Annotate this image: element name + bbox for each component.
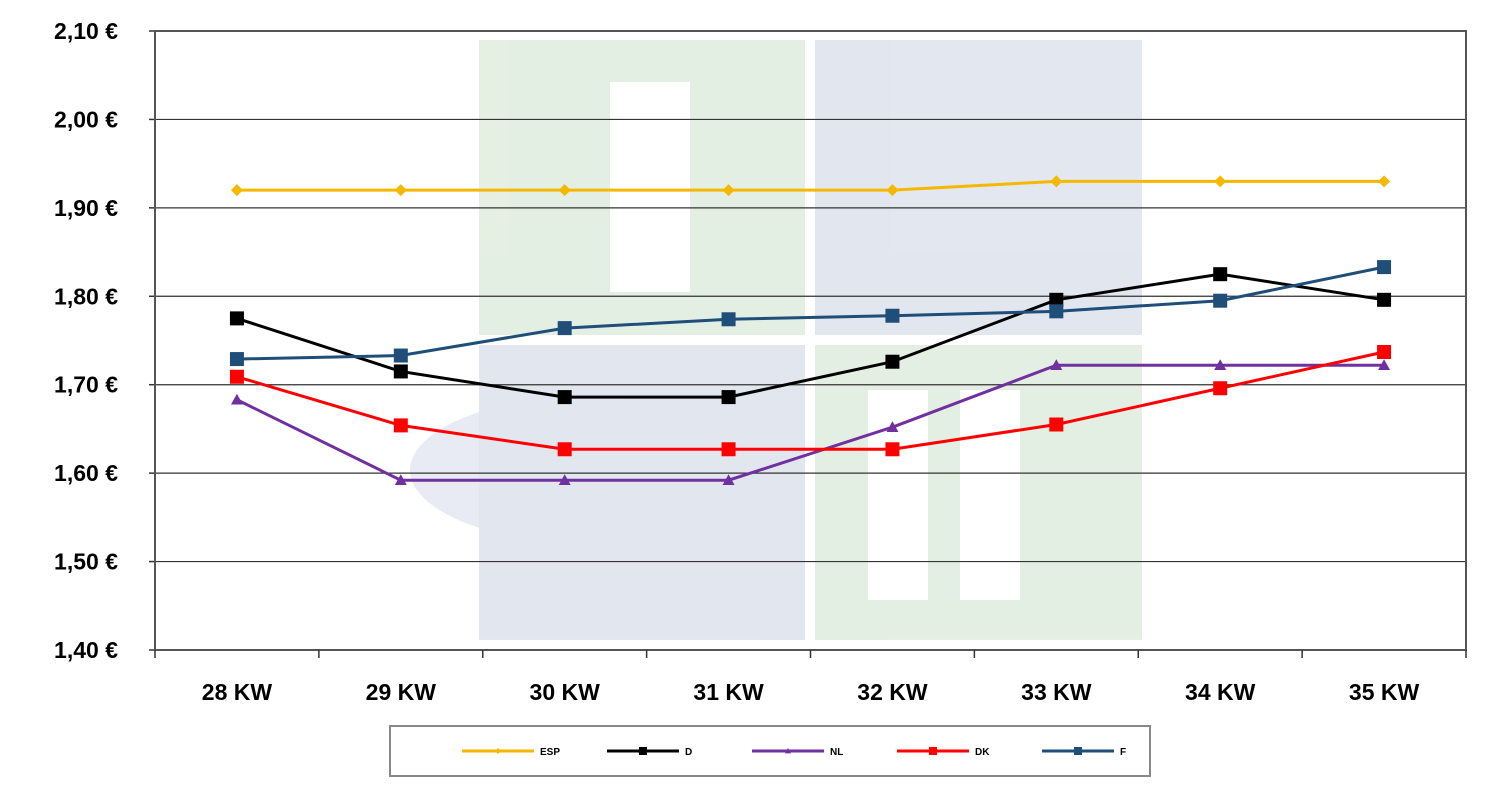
data-point	[1378, 359, 1391, 371]
x-tick-label: 30 KW	[530, 679, 601, 705]
data-point	[393, 418, 408, 433]
legend-label: F	[1120, 747, 1126, 758]
data-point	[1214, 359, 1227, 371]
data-point	[394, 474, 407, 486]
data-point	[557, 390, 572, 405]
y-tick-label: 2,00 €	[54, 106, 118, 132]
data-point	[230, 393, 243, 405]
y-tick-label: 1,50 €	[54, 549, 118, 575]
y-tick-label: 1,70 €	[54, 372, 118, 398]
data-point	[885, 442, 900, 457]
series-esp	[230, 175, 1391, 197]
data-point	[1213, 267, 1228, 282]
data-point	[1049, 417, 1064, 432]
data-point	[886, 184, 899, 197]
data-point	[558, 474, 571, 486]
y-tick-label: 1,80 €	[54, 283, 118, 309]
y-tick-label: 1,90 €	[54, 195, 118, 221]
data-point	[1050, 175, 1063, 188]
data-point	[1377, 260, 1392, 275]
x-tick-label: 32 KW	[857, 679, 928, 705]
legend: ESP D NL DK F	[389, 725, 1151, 777]
series-line	[236, 350, 1385, 451]
data-point	[785, 748, 791, 754]
y-tick-label: 2,10 €	[54, 18, 118, 44]
plot-border	[154, 30, 1467, 651]
data-point	[1213, 381, 1228, 396]
data-point	[1049, 304, 1064, 319]
x-tick-label: 35 KW	[1349, 679, 1420, 705]
data-point	[1050, 359, 1063, 371]
data-point	[721, 312, 736, 327]
legend-label: ESP	[540, 747, 560, 758]
data-point	[929, 747, 937, 755]
data-point	[1378, 175, 1391, 188]
data-point	[229, 369, 244, 384]
legend-label: D	[685, 747, 692, 758]
series-line	[236, 272, 1385, 399]
series-f	[229, 260, 1392, 367]
data-point	[1377, 292, 1392, 307]
data-point	[1377, 344, 1392, 359]
data-point	[393, 364, 408, 379]
data-point	[1214, 175, 1227, 188]
x-tick-label: 34 KW	[1185, 679, 1256, 705]
data-point	[722, 474, 735, 486]
series-line	[236, 265, 1385, 361]
series-line	[236, 179, 1385, 192]
series-d	[229, 267, 1392, 405]
data-point	[557, 442, 572, 457]
x-tick-label: 33 KW	[1021, 679, 1092, 705]
data-point	[230, 184, 243, 197]
data-point	[1074, 747, 1082, 755]
y-tick-label: 1,40 €	[54, 637, 118, 663]
series-dk	[229, 344, 1392, 457]
data-point	[495, 748, 501, 754]
data-point	[722, 184, 735, 197]
data-point	[229, 311, 244, 326]
data-point	[1049, 292, 1064, 307]
x-tick-label: 29 KW	[366, 679, 437, 705]
legend-label: NL	[830, 747, 843, 758]
data-point	[557, 321, 572, 336]
data-point	[885, 308, 900, 323]
y-tick-label: 1,60 €	[54, 460, 118, 486]
x-tick-label: 28 KW	[202, 679, 273, 705]
x-tick-label: 31 KW	[693, 679, 764, 705]
series-nl	[230, 359, 1391, 486]
isn-logo-watermark	[410, 40, 1142, 640]
data-point	[1213, 293, 1228, 308]
data-point	[721, 442, 736, 457]
data-point	[721, 390, 736, 405]
data-point	[394, 184, 407, 197]
data-point	[885, 354, 900, 369]
data-point	[639, 747, 647, 755]
data-point	[393, 348, 408, 363]
legend-label: DK	[975, 747, 990, 758]
series-line	[236, 363, 1385, 482]
data-point	[886, 421, 899, 432]
data-point	[558, 184, 571, 197]
data-point	[229, 352, 244, 367]
